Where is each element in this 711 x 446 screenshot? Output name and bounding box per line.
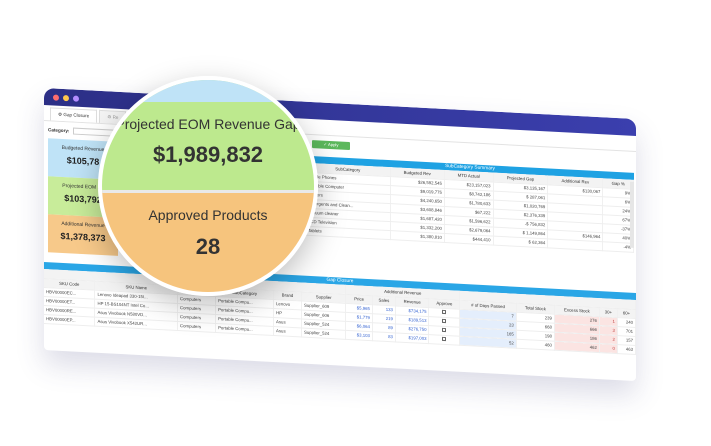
subcategory-summary: SubCategory Summary SubCategory Budgeted …	[306, 155, 634, 253]
approve-checkbox[interactable]	[442, 318, 447, 324]
table-cell: $197,003	[395, 332, 429, 344]
approve-checkbox[interactable]	[442, 309, 447, 315]
tab-gap-closure[interactable]: ⚙ Gap Closure	[50, 107, 98, 123]
table-cell: $ 62,364	[493, 235, 548, 248]
table-cell: HBV00000EP...	[44, 314, 95, 326]
table-cell	[547, 238, 603, 251]
approve-checkbox-cell[interactable]	[428, 334, 460, 345]
projected-gap-title: Projected EOM Revenue Gap	[115, 116, 301, 132]
table-cell: $1,380,810	[390, 230, 445, 242]
approved-products-value: 28	[195, 234, 221, 259]
subcategory-scrollbar[interactable]	[630, 181, 634, 248]
table-cell: $3,103	[345, 329, 373, 341]
approve-checkbox[interactable]	[442, 327, 447, 333]
table-cell: 462	[554, 340, 600, 353]
maximize-dot[interactable]	[73, 95, 79, 102]
table-cell: $444,410	[444, 232, 494, 245]
table-cell: 463	[617, 344, 636, 354]
table-cell: Supplier_524	[301, 327, 346, 339]
projected-gap-value: $1,989,832	[152, 142, 264, 167]
table-cell: Computers	[177, 320, 216, 332]
table-cell: -4%	[602, 241, 634, 252]
magnifier-blue-strip	[102, 80, 314, 102]
category-label: Category:	[48, 127, 70, 134]
magnifier-bottom-panel	[102, 192, 314, 292]
table-cell: 0	[599, 343, 618, 354]
table-cell: Asus	[273, 326, 302, 337]
magnifier-lens: Projected EOM Revenue Gap $1,989,832 App…	[98, 76, 318, 296]
minimize-dot[interactable]	[63, 94, 69, 101]
approve-checkbox[interactable]	[442, 336, 447, 342]
close-dot[interactable]	[53, 93, 59, 101]
table-cell: 83	[372, 331, 396, 342]
approved-products-title: Approved Products	[148, 207, 268, 223]
apply-button[interactable]: ✓ Apply	[312, 140, 350, 151]
magnifier-divider	[102, 190, 314, 193]
table-cell: 460	[516, 338, 555, 350]
table-cell: Portable Compu...	[215, 322, 274, 336]
table-cell: 52	[459, 335, 517, 348]
